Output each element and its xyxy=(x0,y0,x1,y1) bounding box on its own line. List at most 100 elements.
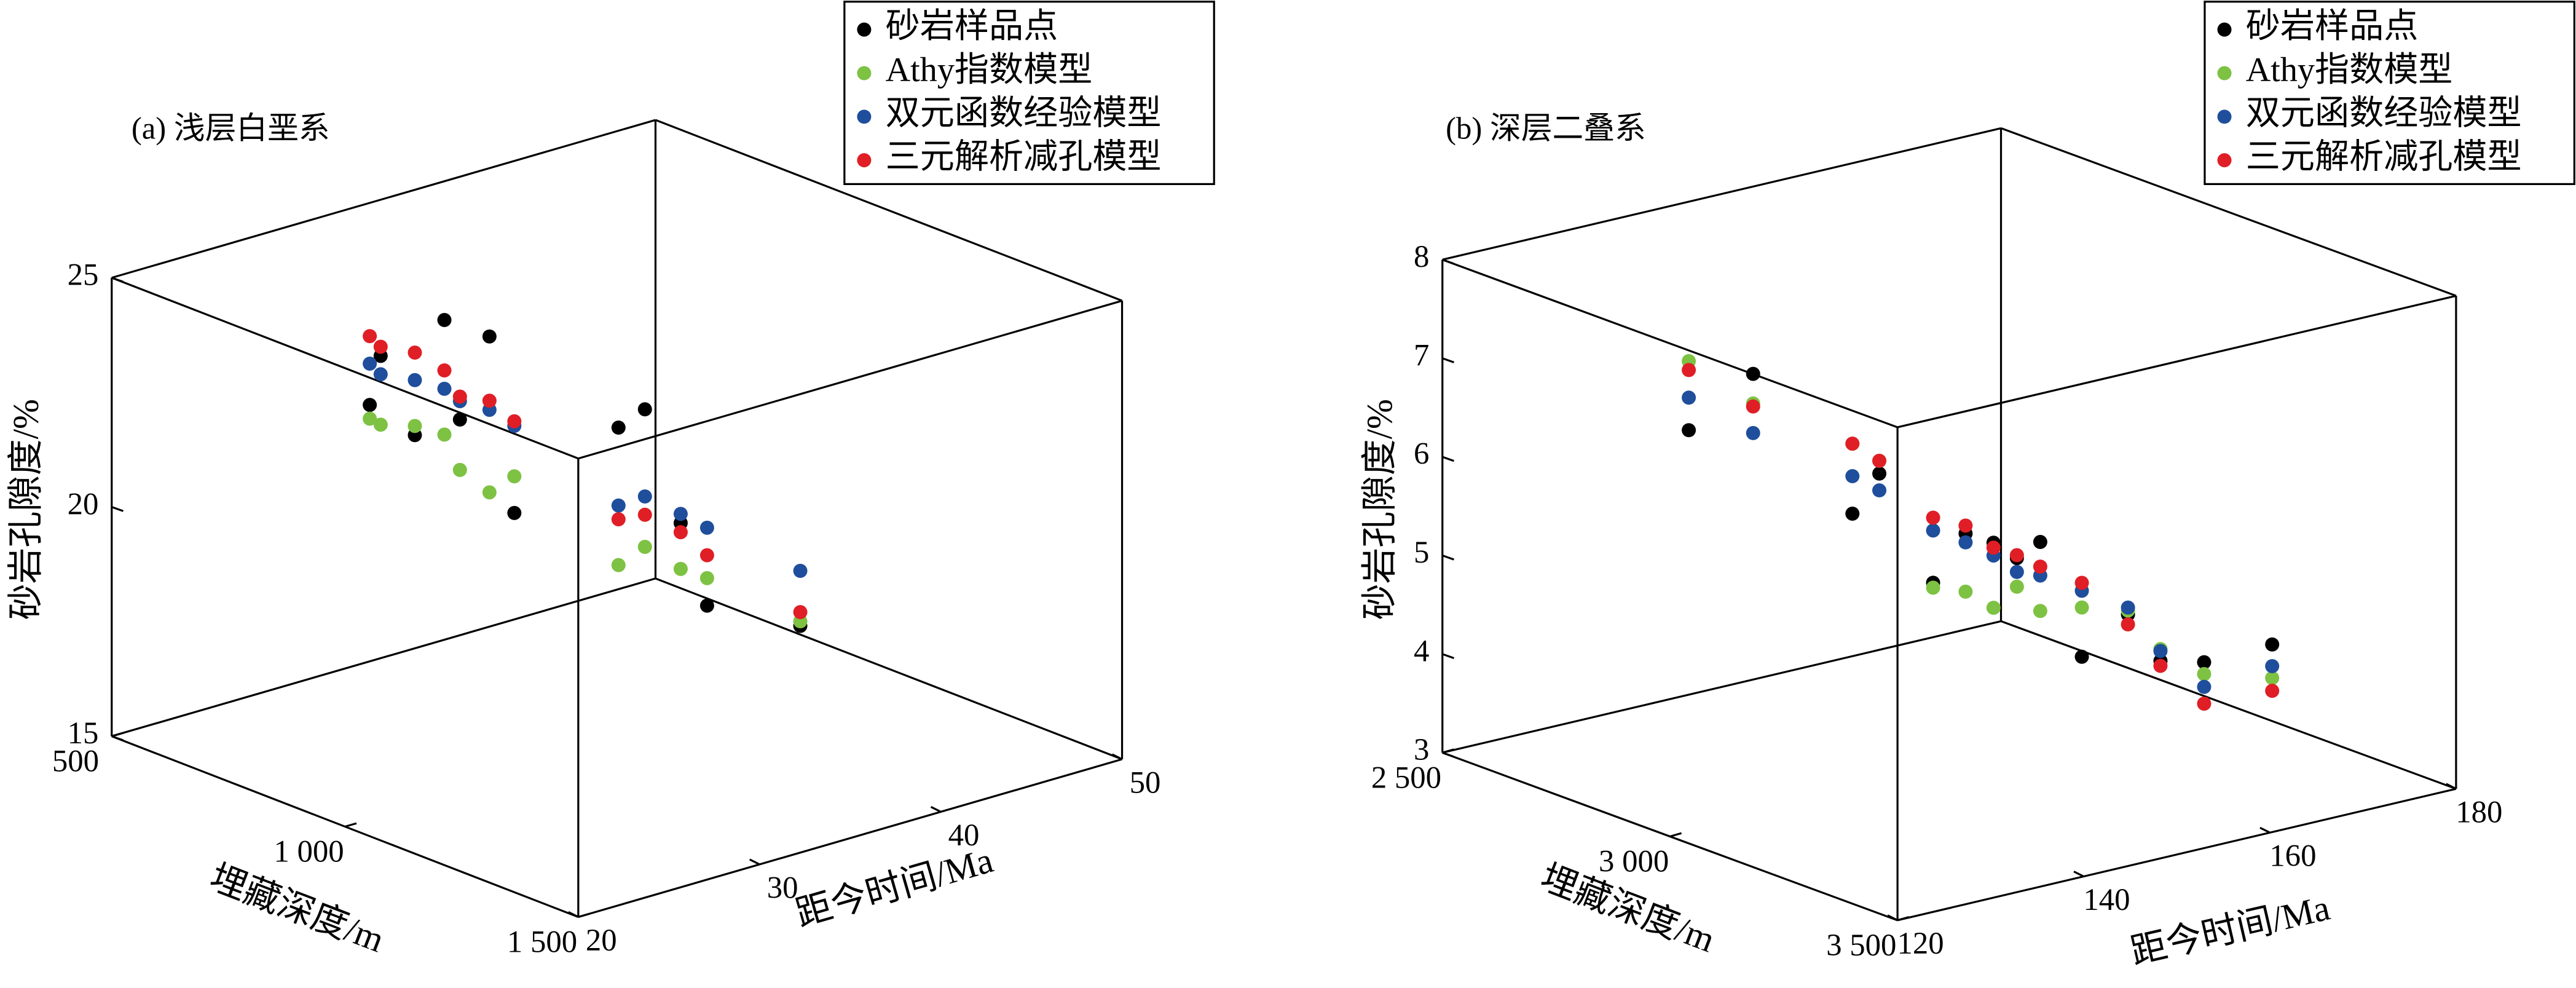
legend-marker xyxy=(2217,109,2232,124)
box-edge xyxy=(1442,620,2001,754)
legend-label: Athy指数模型 xyxy=(2246,51,2453,89)
data-point xyxy=(507,414,522,429)
data-point xyxy=(699,598,714,613)
z-tick xyxy=(1442,653,1454,660)
legend-label: 三元解析减孔模型 xyxy=(886,138,1162,176)
data-point xyxy=(452,462,467,477)
data-point xyxy=(1746,399,1760,414)
data-point xyxy=(611,558,626,572)
data-point xyxy=(1872,453,1887,468)
z-tick-label: 3 xyxy=(1414,732,1429,767)
legend-label: 砂岩样品点 xyxy=(2246,7,2419,45)
data-point xyxy=(408,373,422,387)
data-point xyxy=(452,412,467,427)
data-point xyxy=(2265,659,2280,673)
y-tick-label: 1 000 xyxy=(274,834,344,869)
x-tick-label: 30 xyxy=(767,870,798,904)
data-point xyxy=(363,329,377,344)
data-point xyxy=(1845,437,1860,451)
data-point xyxy=(2197,666,2212,681)
z-tick xyxy=(1442,258,1454,265)
z-tick xyxy=(1442,751,1454,758)
data-point xyxy=(482,329,497,344)
z-tick xyxy=(111,735,124,741)
z-axis-label: 砂岩孔隙度/% xyxy=(1360,399,1400,620)
data-point xyxy=(2009,564,2024,579)
data-point xyxy=(1926,580,1940,595)
legend-marker xyxy=(2217,153,2232,168)
y-tick-label: 3 500 xyxy=(1826,928,1896,962)
data-point xyxy=(2197,697,2212,711)
box-edge xyxy=(655,119,1123,302)
box-edge xyxy=(1897,294,2457,429)
z-tick-label: 20 xyxy=(68,486,99,521)
z-tick xyxy=(111,277,124,283)
data-point xyxy=(637,489,652,504)
data-point xyxy=(1986,601,2001,615)
box-edge xyxy=(1442,258,1898,429)
data-point xyxy=(452,389,467,404)
data-point xyxy=(2265,637,2280,652)
legend-label: 三元解析减孔模型 xyxy=(2246,138,2522,176)
z-tick-label: 6 xyxy=(1414,437,1429,471)
legend-marker xyxy=(2217,22,2232,37)
data-point xyxy=(2033,559,2047,574)
z-tick-label: 7 xyxy=(1414,338,1429,372)
x-tick-label: 20 xyxy=(586,923,617,957)
data-point xyxy=(408,419,422,433)
box-edge xyxy=(111,577,656,738)
legend-label: 砂岩样品点 xyxy=(886,7,1058,45)
data-point xyxy=(373,339,388,354)
data-point xyxy=(2074,649,2089,664)
data-point xyxy=(2121,617,2135,632)
x-tick xyxy=(2259,826,2271,834)
x-tick-label: 120 xyxy=(1897,926,1944,960)
z-tick-label: 15 xyxy=(68,716,99,750)
data-point xyxy=(2153,658,2168,673)
data-point xyxy=(637,402,652,417)
z-tick-label: 4 xyxy=(1414,633,1429,668)
data-point xyxy=(673,507,688,521)
data-point xyxy=(507,469,522,484)
z-tick-label: 5 xyxy=(1414,535,1429,569)
data-point xyxy=(793,564,808,579)
data-point xyxy=(2033,535,2047,550)
x-tick xyxy=(2446,783,2457,790)
box-edge xyxy=(578,758,1122,919)
data-point xyxy=(611,498,626,513)
x-tick xyxy=(930,805,942,813)
data-point xyxy=(611,512,626,527)
data-point xyxy=(373,417,388,432)
data-point xyxy=(793,605,808,620)
x-tick-label: 40 xyxy=(948,818,980,852)
legend-marker xyxy=(2217,66,2232,81)
data-point xyxy=(1958,584,1973,599)
y-axis-label: 埋藏深度/m xyxy=(205,857,390,960)
x-tick xyxy=(568,911,579,918)
x-tick xyxy=(1887,914,1898,922)
data-point xyxy=(1845,469,1860,484)
data-point xyxy=(507,505,522,520)
data-point xyxy=(437,313,452,327)
data-point xyxy=(482,393,497,408)
legend-label: 双元函数经验模型 xyxy=(2246,95,2522,133)
data-point xyxy=(699,571,714,585)
data-point xyxy=(2033,604,2047,618)
data-point xyxy=(1746,366,1760,381)
legend-box xyxy=(2204,1,2575,186)
z-tick-label: 8 xyxy=(1414,239,1429,274)
box-edge xyxy=(2000,620,2457,790)
data-point xyxy=(1682,423,1696,438)
data-point xyxy=(363,398,377,413)
legend-marker xyxy=(857,66,872,81)
data-point xyxy=(2265,671,2280,686)
x-tick-label: 160 xyxy=(2269,839,2316,873)
data-point xyxy=(363,356,377,371)
data-point xyxy=(2265,684,2280,698)
x-tick xyxy=(749,858,760,866)
data-point xyxy=(699,520,714,535)
box-edge xyxy=(111,735,579,918)
data-point xyxy=(1682,390,1696,405)
